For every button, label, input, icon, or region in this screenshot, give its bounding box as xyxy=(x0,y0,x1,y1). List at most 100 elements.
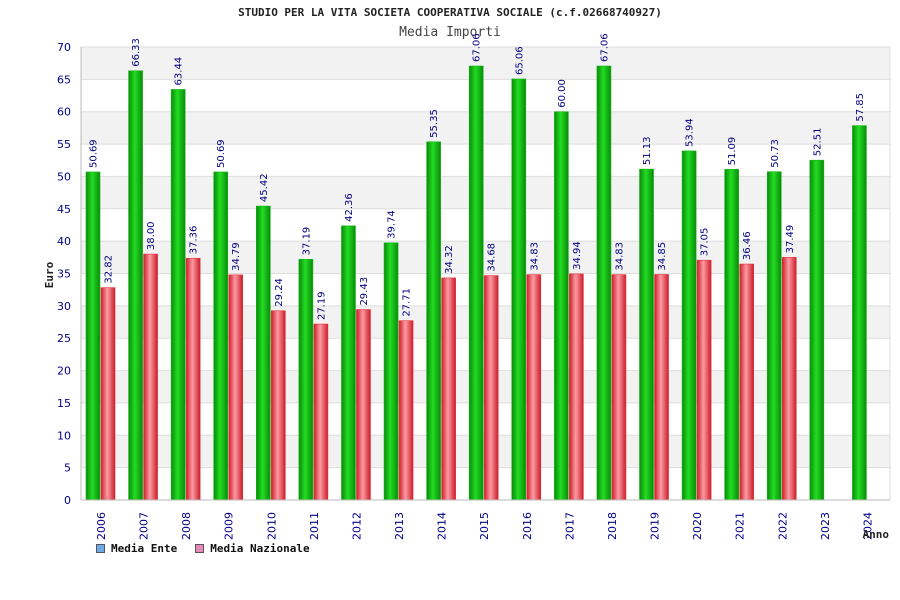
bar-media-nazionale xyxy=(739,263,754,501)
y-tick-label: 40 xyxy=(57,235,71,248)
bar-media-ente xyxy=(596,65,612,501)
bar-value-label: 29.43 xyxy=(359,277,370,306)
bar-media-nazionale xyxy=(696,259,712,501)
legend-item-nazionale: Media Nazionale xyxy=(195,542,310,555)
bar-value-label: 57.85 xyxy=(855,93,866,122)
x-tick-label: 2014 xyxy=(436,512,449,540)
bar-media-nazionale xyxy=(398,320,414,501)
bar-value-label: 34.83 xyxy=(529,242,540,271)
bar-value-label: 34.94 xyxy=(572,241,583,270)
bar-media-ente xyxy=(426,141,441,501)
y-tick-label: 55 xyxy=(57,138,71,151)
bar-media-ente xyxy=(85,171,101,501)
bar-labels-layer: 50.69 32.82 66.33 38.00 63.44 37.36 50.69 34.79… xyxy=(89,33,866,320)
bar-media-ente xyxy=(341,225,356,501)
x-axis-label: Anno xyxy=(863,528,890,541)
y-tick-label: 65 xyxy=(57,73,71,86)
bar-media-ente xyxy=(468,65,484,501)
bar-media-nazionale xyxy=(100,287,116,501)
bar-value-label: 67.06 xyxy=(599,33,610,62)
bar-media-nazionale xyxy=(654,274,669,501)
bar-value-label: 45.42 xyxy=(259,173,270,202)
legend-label-nazionale: Media Nazionale xyxy=(210,542,310,555)
bar-media-ente xyxy=(213,171,229,501)
bar-value-label: 34.83 xyxy=(614,242,625,271)
bar-value-label: 50.73 xyxy=(770,139,781,168)
bar-value-label: 60.00 xyxy=(557,79,568,108)
bar-media-nazionale xyxy=(271,310,286,501)
bar-media-nazionale xyxy=(611,274,627,501)
bar-media-nazionale xyxy=(143,253,158,501)
legend-label-ente: Media Ente xyxy=(111,542,178,555)
x-tick-label: 2010 xyxy=(265,512,278,540)
bar-media-ente xyxy=(852,125,867,501)
bar-media-nazionale xyxy=(526,274,542,501)
bar-value-label: 39.74 xyxy=(387,210,398,239)
bar-media-nazionale xyxy=(483,275,499,501)
bar-media-ente xyxy=(809,159,825,501)
bar-value-label: 52.51 xyxy=(812,128,823,157)
x-tick-label: 2015 xyxy=(478,512,491,540)
bar-media-nazionale xyxy=(569,273,584,501)
bar-value-label: 66.33 xyxy=(131,38,142,67)
x-tick-label: 2011 xyxy=(308,512,321,540)
bar-media-ente xyxy=(554,111,569,501)
y-axis: 0 5 10 15 20 25 30 35 40 45 50 55 60 65 70 xyxy=(57,41,891,507)
bar-value-label: 55.35 xyxy=(429,109,440,138)
bar-value-label: 32.82 xyxy=(104,255,115,284)
x-tick-label: 2021 xyxy=(734,512,747,540)
legend-swatch-nazionale xyxy=(195,544,205,553)
y-tick-label: 60 xyxy=(57,106,71,119)
x-tick-label: 2024 xyxy=(861,512,874,540)
bar-value-label: 38.00 xyxy=(146,221,157,250)
bar-value-label: 37.49 xyxy=(785,225,796,254)
legend-item-ente: Media Ente xyxy=(96,542,177,555)
x-tick-label: 2020 xyxy=(691,512,704,540)
bar-value-label: 34.68 xyxy=(487,243,498,272)
y-axis-label: Euro xyxy=(43,261,56,288)
bar-media-nazionale xyxy=(313,323,329,501)
bar-media-ente xyxy=(639,168,654,501)
bar-value-label: 53.94 xyxy=(685,118,696,147)
bar-media-nazionale xyxy=(441,277,456,501)
legend: Media Ente Media Nazionale xyxy=(96,542,310,555)
x-tick-label: 2006 xyxy=(95,512,108,540)
bar-value-label: 37.05 xyxy=(700,228,711,257)
bar-value-label: 37.19 xyxy=(301,227,312,256)
bar-value-label: 37.36 xyxy=(189,226,200,255)
y-tick-label: 45 xyxy=(57,203,71,216)
bar-value-label: 63.44 xyxy=(174,57,185,86)
bar-media-ente xyxy=(128,70,143,501)
bar-value-label: 34.85 xyxy=(657,242,668,271)
bar-media-ente xyxy=(383,242,399,501)
x-tick-label: 2023 xyxy=(819,512,832,540)
bar-media-ente xyxy=(256,205,271,501)
bar-value-label: 50.69 xyxy=(216,139,227,168)
bar-media-ente xyxy=(511,78,527,501)
bar-media-nazionale xyxy=(356,309,371,501)
x-tick-label: 2019 xyxy=(649,512,662,540)
plot-band xyxy=(81,47,890,80)
bar-value-label: 36.46 xyxy=(742,231,753,260)
bar-value-label: 27.71 xyxy=(402,288,413,317)
y-tick-label: 25 xyxy=(57,332,71,345)
y-tick-label: 5 xyxy=(64,462,71,475)
x-tick-label: 2018 xyxy=(606,512,619,540)
bar-value-label: 51.09 xyxy=(727,137,738,166)
bar-value-label: 34.32 xyxy=(444,245,455,274)
bar-value-label: 29.24 xyxy=(274,278,285,307)
y-tick-label: 20 xyxy=(57,365,71,378)
y-tick-label: 70 xyxy=(57,41,71,54)
y-tick-label: 35 xyxy=(57,268,71,281)
x-axis: 2006 2007 2008 2009 2010 2011 2012 2013 2014 2015… xyxy=(95,512,874,540)
bar-value-label: 51.13 xyxy=(642,136,653,165)
legend-swatch-ente xyxy=(96,544,105,553)
bar-media-ente xyxy=(766,171,782,501)
y-tick-label: 15 xyxy=(57,397,71,410)
x-tick-label: 2022 xyxy=(776,512,789,540)
bar-media-nazionale xyxy=(228,274,244,501)
bar-media-ente xyxy=(298,259,314,501)
x-tick-label: 2012 xyxy=(350,512,363,540)
chart-title: STUDIO PER LA VITA SOCIETA COOPERATIVA S… xyxy=(238,6,662,19)
